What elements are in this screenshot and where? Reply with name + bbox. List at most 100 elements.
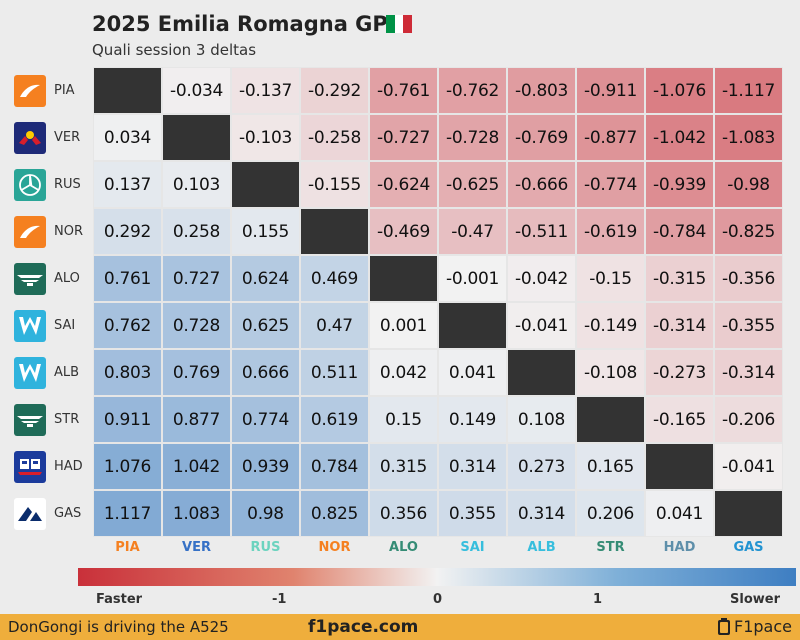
heatmap-cell-gas-ver: 1.083 <box>162 490 231 537</box>
heatmap-cell-str-alb: 0.108 <box>507 396 576 443</box>
colorbar-faster-label: Faster <box>96 592 143 607</box>
heatmap-cell-rus-alb: -0.666 <box>507 161 576 208</box>
heatmap-cell-ver-ver <box>162 114 231 161</box>
column-label-had: HAD <box>663 540 696 555</box>
red-bull-logo-icon <box>14 121 46 154</box>
heatmap-cell-ver-gas: -1.083 <box>714 114 783 161</box>
heatmap-cell-ver-sai: -0.728 <box>438 114 507 161</box>
heatmap-cell-had-nor: 0.784 <box>300 443 369 490</box>
delta-heatmap: -0.034 -0.137 -0.292 -0.761 -0.762 -0.803 -0.9… <box>93 67 783 537</box>
heatmap-cell-had-alb: 0.273 <box>507 443 576 490</box>
driver-code: ALB <box>54 365 80 380</box>
heatmap-cell-alo-had: -0.315 <box>645 255 714 302</box>
heatmap-cell-gas-str: 0.206 <box>576 490 645 537</box>
heatmap-cell-gas-gas <box>714 490 783 537</box>
column-label-sai: SAI <box>460 540 485 555</box>
heatmap-cell-pia-str: -0.911 <box>576 67 645 114</box>
column-label-nor: NOR <box>318 540 351 555</box>
heatmap-cell-alo-alo <box>369 255 438 302</box>
aston-martin-logo-icon <box>14 262 46 295</box>
heatmap-cell-gas-rus: 0.98 <box>231 490 300 537</box>
heatmap-cell-had-str: 0.165 <box>576 443 645 490</box>
williams-logo-icon <box>14 309 46 342</box>
heatmap-cell-pia-alb: -0.803 <box>507 67 576 114</box>
heatmap-cell-sai-nor: 0.47 <box>300 302 369 349</box>
heatmap-cell-alo-rus: 0.624 <box>231 255 300 302</box>
heatmap-cell-nor-rus: 0.155 <box>231 208 300 255</box>
heatmap-cell-nor-ver: 0.258 <box>162 208 231 255</box>
flag-stripe-green <box>386 15 395 33</box>
column-label-str: STR <box>596 540 625 555</box>
colorbar-tick-minus-one: -1 <box>272 592 287 607</box>
driver-code: PIA <box>54 83 75 98</box>
flag-stripe-white <box>394 15 404 33</box>
heatmap-cell-alo-gas: -0.356 <box>714 255 783 302</box>
footer-site-link[interactable]: f1pace.com <box>308 617 419 637</box>
mclaren-logo-icon <box>14 215 46 248</box>
heatmap-cell-had-alo: 0.315 <box>369 443 438 490</box>
heatmap-cell-str-sai: 0.149 <box>438 396 507 443</box>
heatmap-cell-str-ver: 0.877 <box>162 396 231 443</box>
heatmap-cell-alb-str: -0.108 <box>576 349 645 396</box>
heatmap-cell-str-pia: 0.911 <box>93 396 162 443</box>
heatmap-cell-nor-gas: -0.825 <box>714 208 783 255</box>
heatmap-cell-alo-sai: -0.001 <box>438 255 507 302</box>
italy-flag-icon <box>386 15 413 33</box>
heatmap-cell-nor-alo: -0.469 <box>369 208 438 255</box>
heatmap-cell-rus-rus <box>231 161 300 208</box>
row-label-alo: ALO <box>14 255 92 302</box>
heatmap-cell-gas-had: 0.041 <box>645 490 714 537</box>
heatmap-cell-pia-alo: -0.761 <box>369 67 438 114</box>
heatmap-cell-str-str <box>576 396 645 443</box>
column-label-pia: PIA <box>115 540 140 555</box>
heatmap-cell-alb-gas: -0.314 <box>714 349 783 396</box>
heatmap-cell-sai-alo: 0.001 <box>369 302 438 349</box>
heatmap-cell-nor-str: -0.619 <box>576 208 645 255</box>
heatmap-cell-gas-pia: 1.117 <box>93 490 162 537</box>
row-label-ver: VER <box>14 114 92 161</box>
heatmap-cell-rus-ver: 0.103 <box>162 161 231 208</box>
heatmap-cell-rus-nor: -0.155 <box>300 161 369 208</box>
flag-stripe-red <box>403 15 413 33</box>
column-label-rus: RUS <box>250 540 281 555</box>
alpine-logo-icon <box>14 497 46 530</box>
heatmap-cell-str-had: -0.165 <box>645 396 714 443</box>
row-label-had: HAD <box>14 443 92 490</box>
heatmap-cell-gas-nor: 0.825 <box>300 490 369 537</box>
heatmap-cell-ver-had: -1.042 <box>645 114 714 161</box>
heatmap-cell-str-alo: 0.15 <box>369 396 438 443</box>
colorbar-slower-label: Slower <box>730 592 780 607</box>
heatmap-cell-gas-alb: 0.314 <box>507 490 576 537</box>
driver-code: NOR <box>54 224 83 239</box>
heatmap-cell-ver-alb: -0.769 <box>507 114 576 161</box>
column-label-alb: ALB <box>527 540 556 555</box>
heatmap-cell-nor-had: -0.784 <box>645 208 714 255</box>
heatmap-cell-sai-sai <box>438 302 507 349</box>
row-label-rus: RUS <box>14 161 92 208</box>
heatmap-cell-sai-ver: 0.728 <box>162 302 231 349</box>
heatmap-cell-pia-nor: -0.292 <box>300 67 369 114</box>
heatmap-cell-ver-pia: 0.034 <box>93 114 162 161</box>
heatmap-cell-had-had <box>645 443 714 490</box>
heatmap-cell-pia-gas: -1.117 <box>714 67 783 114</box>
heatmap-cell-alb-had: -0.273 <box>645 349 714 396</box>
driver-code: STR <box>54 412 80 427</box>
heatmap-cell-alb-alb <box>507 349 576 396</box>
heatmap-cell-gas-sai: 0.355 <box>438 490 507 537</box>
heatmap-cell-ver-str: -0.877 <box>576 114 645 161</box>
heatmap-cell-pia-rus: -0.137 <box>231 67 300 114</box>
heatmap-cell-nor-alb: -0.511 <box>507 208 576 255</box>
heatmap-cell-rus-pia: 0.137 <box>93 161 162 208</box>
row-label-nor: NOR <box>14 208 92 255</box>
driver-code: GAS <box>54 506 82 521</box>
heatmap-cell-gas-alo: 0.356 <box>369 490 438 537</box>
mclaren-logo-icon <box>14 74 46 107</box>
row-label-sai: SAI <box>14 302 92 349</box>
column-label-ver: VER <box>182 540 211 555</box>
tire-icon <box>718 617 731 635</box>
heatmap-cell-ver-rus: -0.103 <box>231 114 300 161</box>
row-label-pia: PIA <box>14 67 92 114</box>
heatmap-cell-rus-str: -0.774 <box>576 161 645 208</box>
heatmap-cell-had-gas: -0.041 <box>714 443 783 490</box>
column-label-alo: ALO <box>389 540 418 555</box>
